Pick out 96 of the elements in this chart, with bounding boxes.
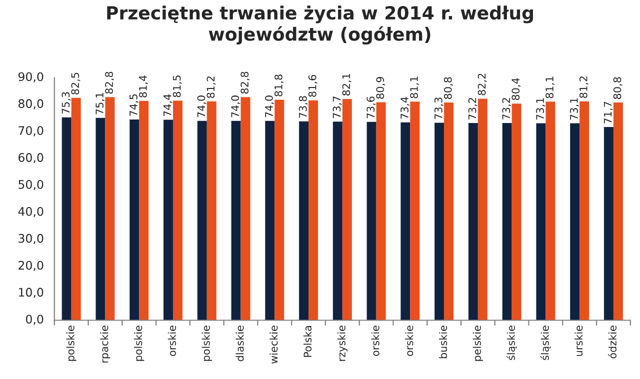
bar bbox=[410, 102, 420, 320]
data-label: 74,5 bbox=[130, 94, 138, 116]
data-label: 82,1 bbox=[342, 74, 352, 96]
x-tick-label: Polska bbox=[303, 326, 312, 357]
data-label: 81,1 bbox=[410, 76, 419, 98]
bar bbox=[604, 127, 614, 320]
data-label: 73,2 bbox=[502, 98, 512, 120]
x-tick-label: dlaskie bbox=[236, 326, 244, 362]
data-label: 82,8 bbox=[240, 72, 250, 94]
bar bbox=[512, 104, 522, 320]
y-tick-label: 10,0 bbox=[18, 288, 44, 298]
data-label: 81,5 bbox=[172, 76, 182, 98]
data-label: 82,8 bbox=[105, 72, 114, 94]
y-tick-label: 70,0 bbox=[18, 126, 44, 136]
data-label: 81,6 bbox=[308, 75, 318, 97]
data-label: 81,2 bbox=[206, 76, 216, 98]
data-label: 80,8 bbox=[613, 77, 622, 100]
bar bbox=[231, 120, 241, 320]
bar bbox=[71, 98, 81, 320]
bar bbox=[274, 100, 284, 320]
data-label: 74,4 bbox=[164, 94, 172, 116]
bar bbox=[468, 122, 478, 320]
bar bbox=[172, 100, 182, 320]
bar bbox=[444, 102, 454, 320]
bar bbox=[299, 121, 309, 320]
y-tick-label: 80,0 bbox=[18, 99, 44, 110]
chart-title: Przeciętne trwanie życia w 2014 r. według województw (ogółem) bbox=[107, 6, 533, 45]
data-label: 81,2 bbox=[579, 76, 588, 98]
x-tick-label: polskie bbox=[134, 326, 144, 361]
bar bbox=[613, 102, 623, 320]
data-label: 73,6 bbox=[366, 96, 376, 118]
bar bbox=[400, 122, 410, 320]
bar bbox=[164, 120, 173, 320]
data-label: 73,1 bbox=[570, 98, 579, 120]
x-tick-label: polskie bbox=[66, 326, 76, 361]
bar bbox=[265, 120, 275, 320]
y-tick-label: 60,0 bbox=[18, 153, 44, 164]
bar bbox=[308, 100, 318, 320]
data-label: 73,7 bbox=[332, 96, 342, 118]
bar bbox=[502, 122, 512, 320]
bar bbox=[206, 101, 216, 320]
bar bbox=[130, 119, 140, 320]
x-tick-label: buskie bbox=[439, 326, 448, 358]
data-label: 73,8 bbox=[298, 96, 308, 118]
x-tick-label: ódzkie bbox=[608, 326, 616, 358]
y-tick-label: 20,0 bbox=[18, 260, 44, 271]
data-label: 75,3 bbox=[62, 92, 71, 114]
x-tick-label: śląskie bbox=[540, 326, 551, 360]
data-label: 74,0 bbox=[197, 96, 206, 118]
bar bbox=[96, 118, 106, 320]
x-tick-label: urskie bbox=[574, 326, 583, 356]
bar bbox=[536, 123, 546, 320]
data-label: 81,4 bbox=[138, 75, 148, 98]
y-tick-label: 40,0 bbox=[18, 206, 44, 218]
bar bbox=[139, 100, 149, 320]
bar bbox=[546, 102, 556, 320]
data-label: 80,9 bbox=[376, 76, 386, 99]
data-label: 74,0 bbox=[265, 96, 274, 118]
y-tick-label: 90,0 bbox=[18, 72, 44, 82]
bar bbox=[366, 122, 376, 320]
data-label: 73,3 bbox=[434, 98, 444, 120]
data-label: 80,8 bbox=[444, 77, 453, 100]
data-label: 82,5 bbox=[71, 72, 80, 94]
x-tick-label: rzyskie bbox=[337, 326, 348, 361]
x-tick-label: pelskie bbox=[472, 326, 483, 361]
bar bbox=[376, 102, 386, 320]
data-label: 75,1 bbox=[96, 92, 105, 114]
bar bbox=[580, 101, 590, 320]
data-label: 71,7 bbox=[604, 102, 613, 124]
x-tick-label: rpackie bbox=[100, 326, 110, 363]
bar bbox=[240, 97, 250, 320]
data-label: 80,4 bbox=[512, 78, 521, 100]
x-tick-label: orskie bbox=[405, 326, 414, 356]
bar bbox=[434, 122, 444, 320]
bar bbox=[478, 98, 488, 320]
x-tick-label: wieckie bbox=[270, 326, 278, 364]
data-label: 73,4 bbox=[400, 97, 410, 119]
y-tick-label: 0,0 bbox=[26, 314, 44, 325]
data-label: 81,8 bbox=[274, 74, 284, 96]
x-tick-label: polskie bbox=[202, 326, 212, 361]
x-tick-label: orskie bbox=[371, 326, 380, 356]
x-tick-label: orskie bbox=[168, 326, 176, 356]
bar bbox=[570, 123, 580, 320]
data-label: 73,1 bbox=[536, 98, 546, 120]
bar bbox=[342, 98, 352, 320]
bar bbox=[62, 117, 72, 320]
bar bbox=[197, 120, 207, 320]
bar bbox=[332, 122, 342, 320]
data-label: 74,0 bbox=[231, 96, 240, 118]
data-label: 81,1 bbox=[546, 76, 555, 98]
x-tick-label: śląskie bbox=[506, 326, 517, 360]
bar bbox=[105, 97, 115, 320]
y-tick-label: 30,0 bbox=[18, 234, 44, 244]
y-tick-label: 50,0 bbox=[18, 180, 44, 190]
data-label: 73,2 bbox=[468, 98, 478, 120]
data-label: 82,2 bbox=[478, 74, 487, 96]
